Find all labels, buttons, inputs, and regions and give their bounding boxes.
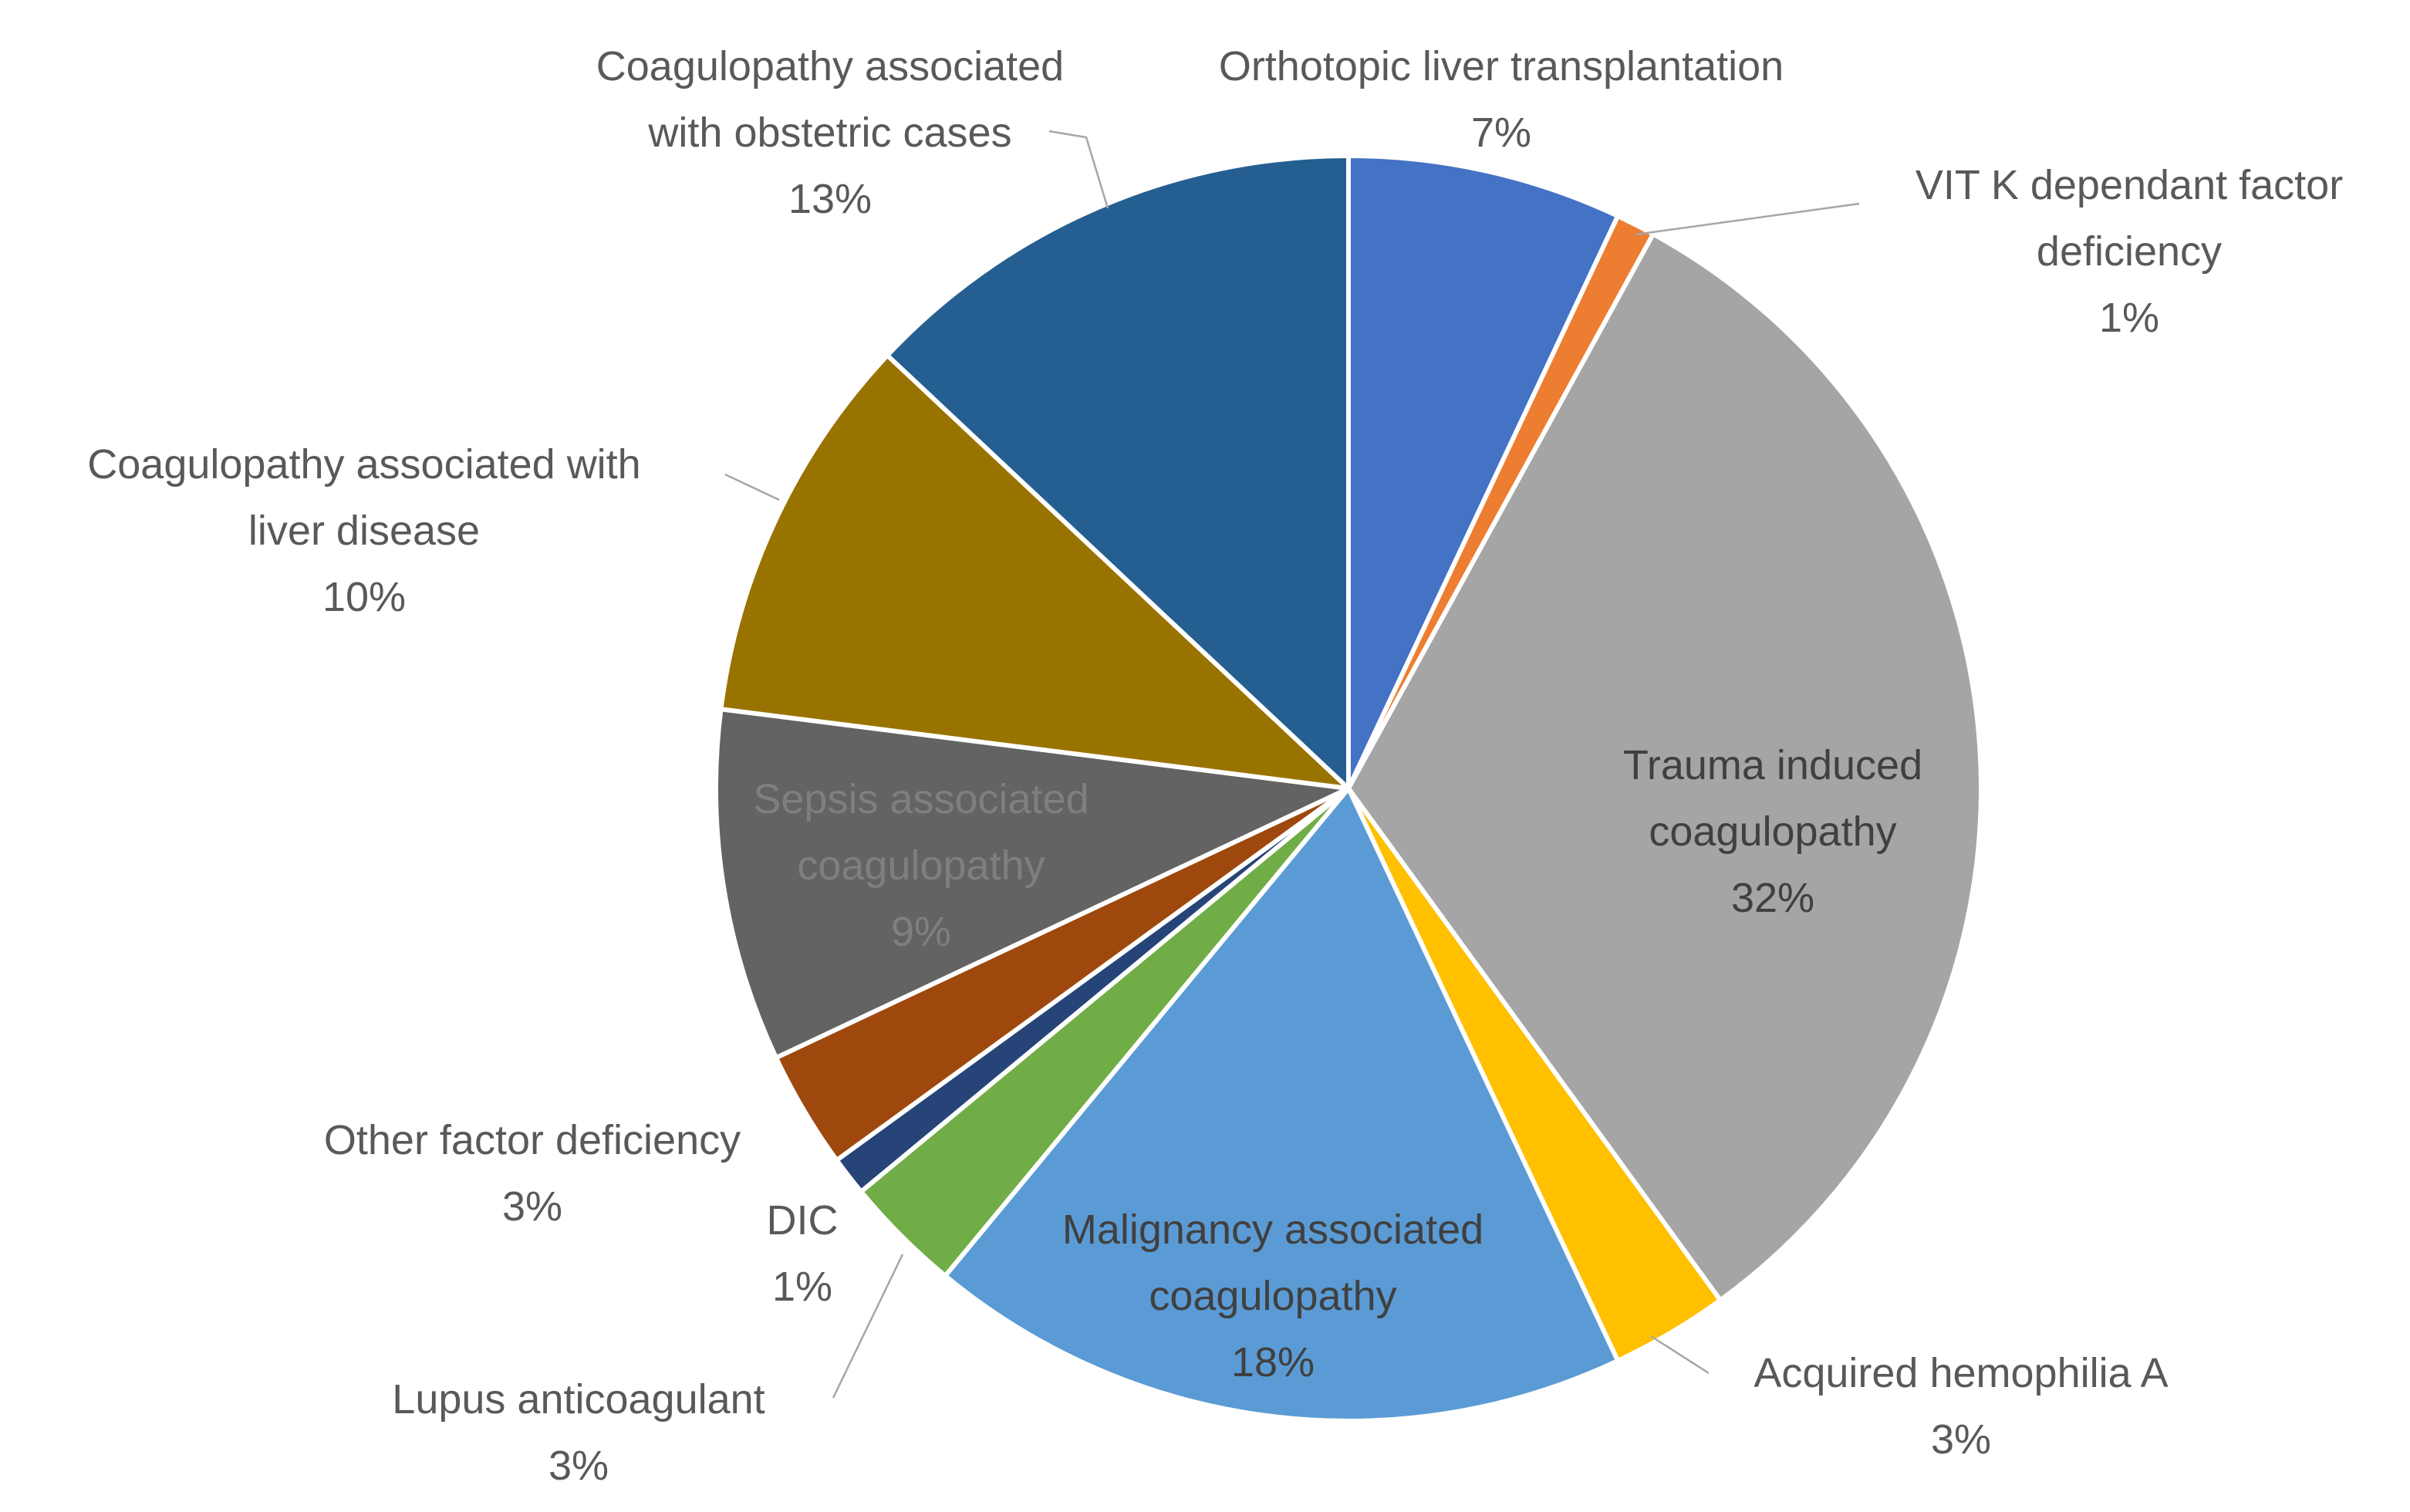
data-label-text: Other factor deficiency xyxy=(324,1117,741,1163)
data-label-text: Sepsis associated xyxy=(753,776,1089,822)
data-label-value: 7% xyxy=(1471,110,1531,156)
data-label-text: DIC xyxy=(767,1197,839,1244)
data-label-1: VIT K dependant factor deficiency 1% xyxy=(1916,162,2343,341)
pie-slice-4 xyxy=(943,786,1621,1423)
data-label-text: coagulopathy xyxy=(1649,808,1896,855)
data-label-4: Malignancy associated coagulopathy 18% xyxy=(1062,1207,1483,1385)
data-label-text: Acquired hemophilia A xyxy=(1753,1350,2168,1396)
data-label-8: Sepsis associated coagulopathy 9% xyxy=(753,776,1089,955)
pie-slice-8 xyxy=(714,707,1351,1061)
data-label-6: DIC 1% xyxy=(767,1197,839,1310)
data-label-text: Coagulopathy associated xyxy=(596,43,1064,89)
data-label-value: 18% xyxy=(1231,1339,1315,1385)
data-label-text: with obstetric cases xyxy=(647,110,1011,156)
data-label-value: 3% xyxy=(548,1443,609,1489)
data-label-2: Trauma induced coagulopathy 32% xyxy=(1623,742,1922,921)
data-label-value: 1% xyxy=(772,1264,832,1310)
data-label-text: Orthotopic liver transplantation xyxy=(1219,43,1784,89)
data-label-10: Coagulopathy associated with obstetric ca… xyxy=(596,43,1064,222)
data-label-value: 3% xyxy=(502,1183,562,1230)
data-label-0: Orthotopic liver transplantation 7% xyxy=(1219,43,1784,156)
leader-line-10 xyxy=(1048,130,1109,209)
data-label-value: 3% xyxy=(1931,1416,1991,1463)
data-label-value: 10% xyxy=(322,574,406,620)
data-label-value: 13% xyxy=(788,176,872,222)
pie-slices xyxy=(714,154,1983,1423)
data-label-3: Acquired hemophilia A 3% xyxy=(1753,1350,2168,1463)
data-label-value: 32% xyxy=(1731,875,1814,921)
data-labels: Orthotopic liver transplantation 7% VIT K … xyxy=(87,43,2343,1489)
data-label-text: VIT K dependant factor xyxy=(1916,162,2343,208)
data-label-7: Other factor deficiency 3% xyxy=(324,1117,741,1230)
pie-slice-0 xyxy=(1346,154,1621,791)
data-label-text: liver disease xyxy=(248,508,480,554)
data-label-5: Lupus anticoagulant 3% xyxy=(392,1376,765,1489)
data-label-text: Malignancy associated xyxy=(1062,1207,1483,1253)
leader-line-5 xyxy=(832,1254,904,1399)
pie-slice-9 xyxy=(718,353,1351,791)
data-label-value: 9% xyxy=(891,909,951,955)
leader-lines xyxy=(724,130,1860,1399)
data-label-text: deficiency xyxy=(2037,228,2222,275)
data-label-text: Lupus anticoagulant xyxy=(392,1376,765,1423)
leader-line-1 xyxy=(1635,202,1860,236)
pie-slice-2 xyxy=(1346,231,1983,1303)
leader-line-3 xyxy=(1650,1335,1710,1375)
data-label-text: coagulopathy xyxy=(1149,1273,1396,1319)
data-label-text: Coagulopathy associated with xyxy=(87,441,640,488)
leader-line-9 xyxy=(724,473,780,501)
data-label-text: coagulopathy xyxy=(797,842,1045,889)
pie-slice-10 xyxy=(885,154,1351,791)
data-label-9: Coagulopathy associated with liver diseas… xyxy=(87,441,640,620)
data-label-value: 1% xyxy=(2099,295,2159,341)
data-label-text: Trauma induced xyxy=(1623,742,1922,788)
